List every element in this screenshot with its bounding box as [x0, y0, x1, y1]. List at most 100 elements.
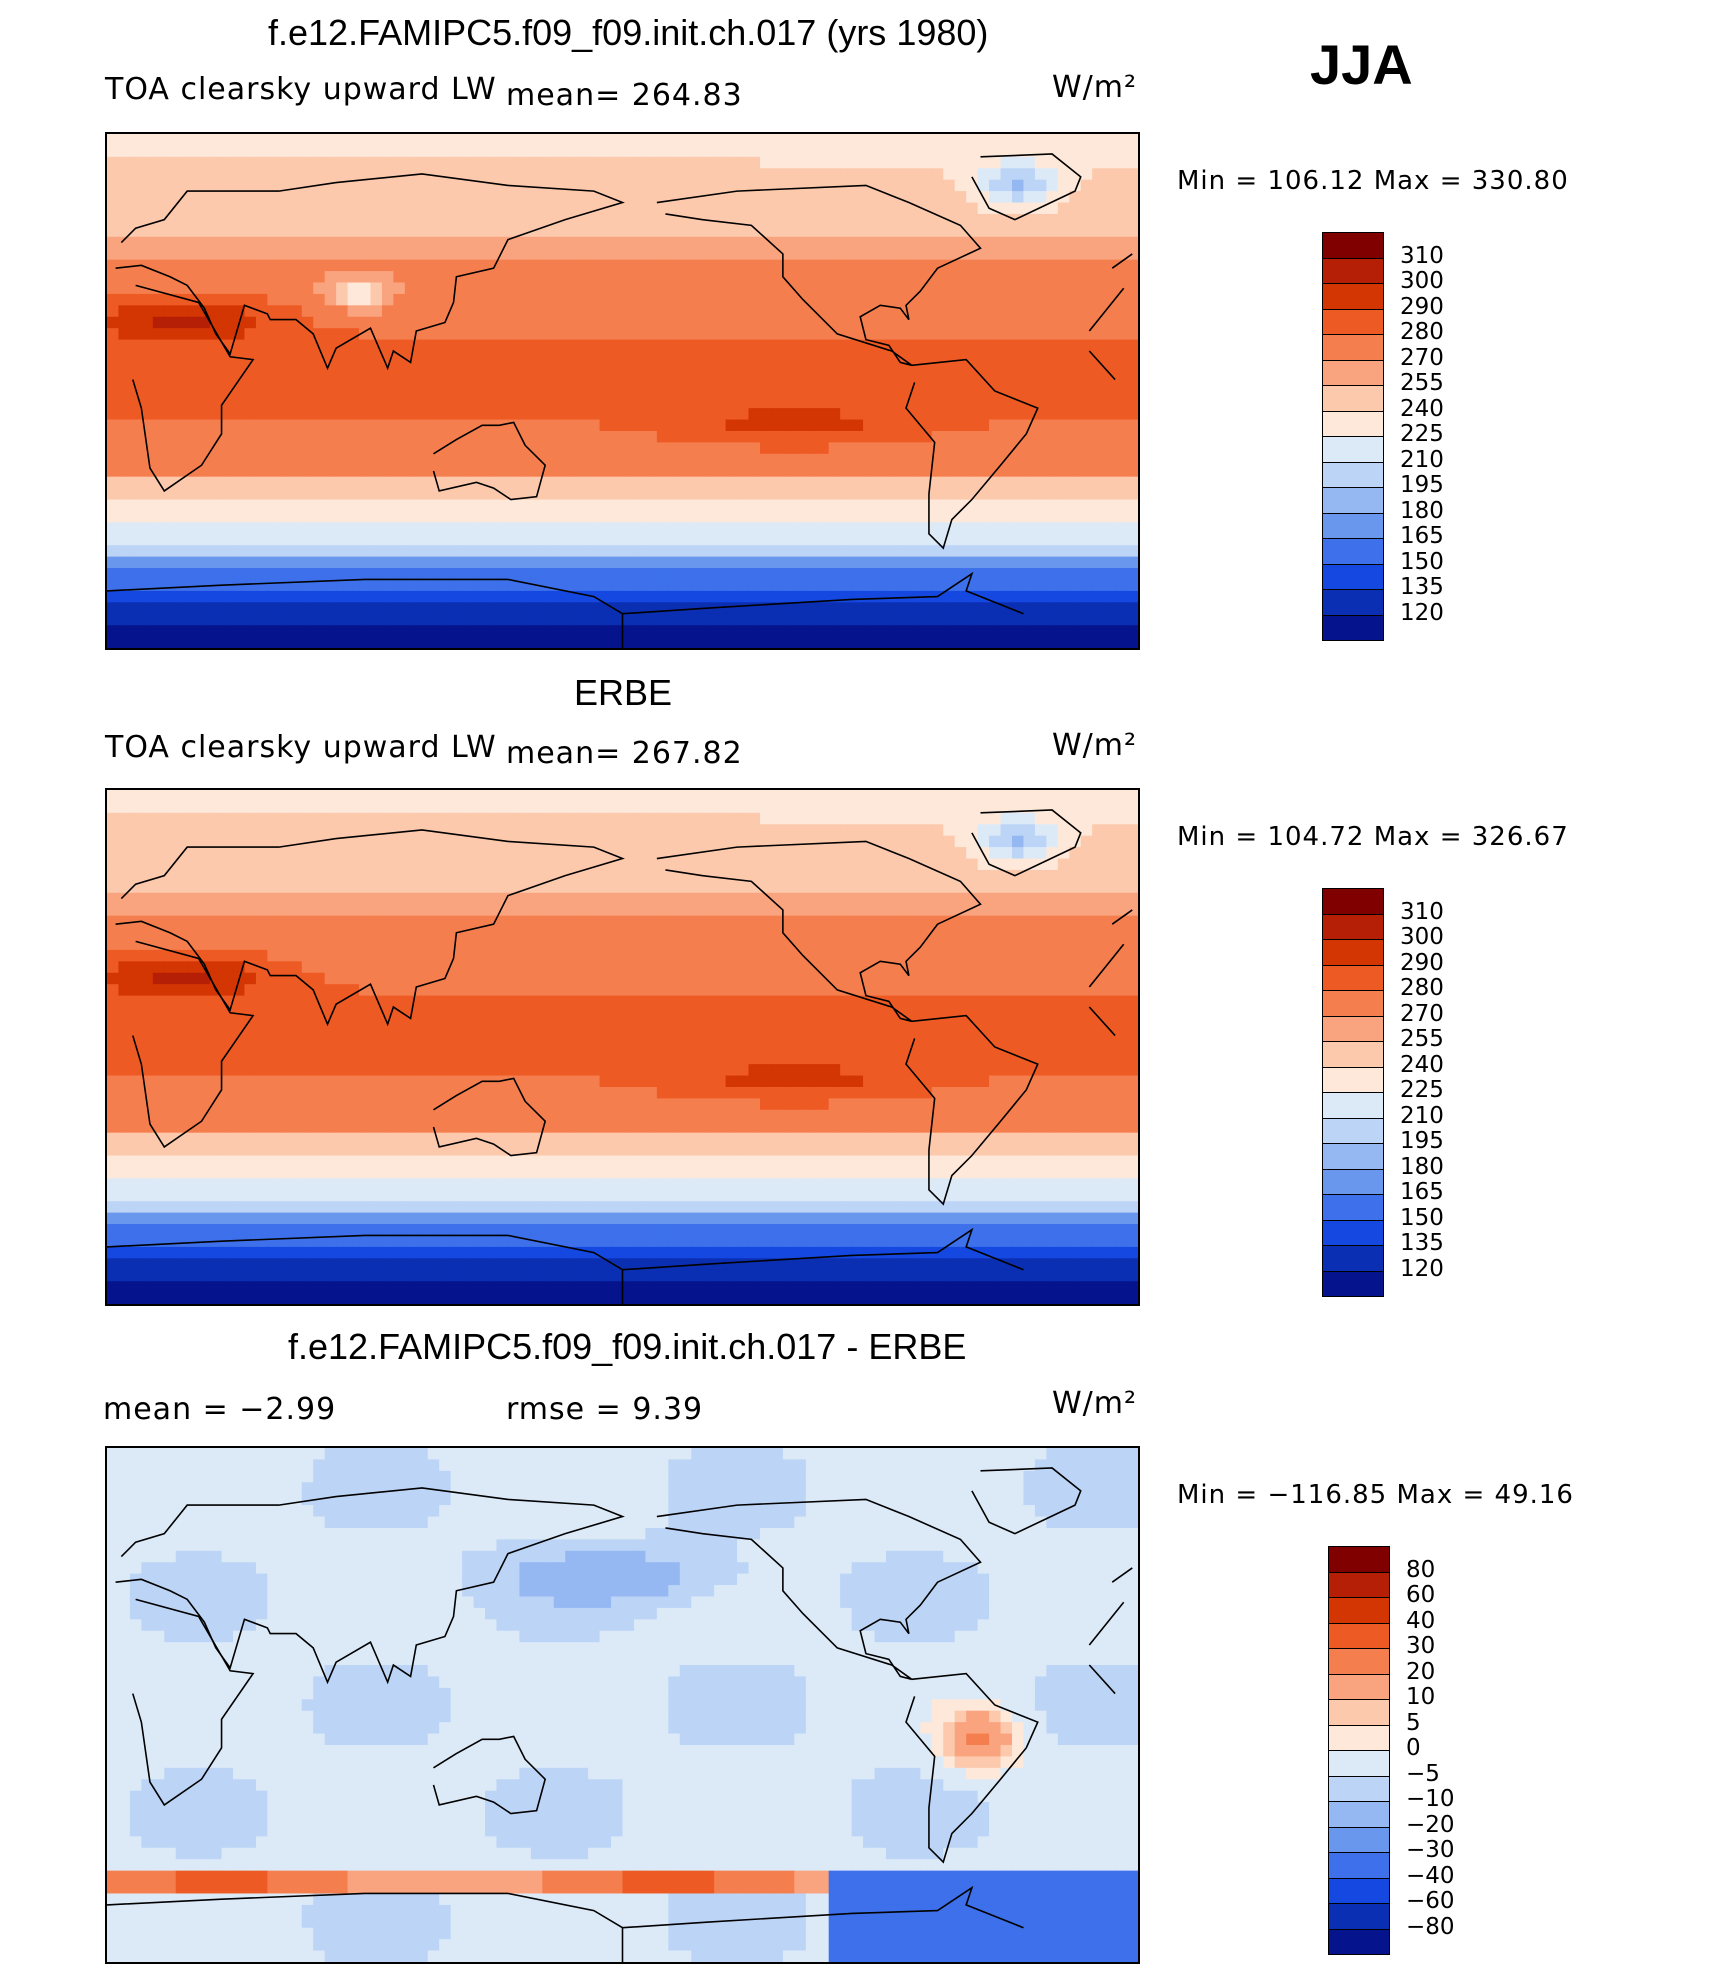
colorbar-swatch [1328, 1928, 1390, 1955]
colorbar-swatch [1322, 1066, 1384, 1093]
colorbar-swatch [1322, 614, 1384, 641]
colorbar-tick-label: 135 [1400, 574, 1444, 600]
colorbar-tick-label: 30 [1406, 1633, 1436, 1659]
colorbar-tick-label: 210 [1400, 1102, 1444, 1129]
coastline [432, 1735, 547, 1815]
coastline [656, 184, 982, 367]
colorbar-tick-label: −60 [1406, 1888, 1455, 1914]
coastline [656, 840, 982, 1023]
colorbar-tick-label: 60 [1406, 1582, 1436, 1608]
coastline [115, 173, 625, 371]
colorbar-swatch [1322, 913, 1384, 940]
panel-diff-minmax: Min = −116.85 Max = 49.16 [1177, 1480, 1574, 1510]
colorbar-swatch [1322, 512, 1384, 539]
coastline [107, 578, 624, 648]
colorbar-swatch [1322, 538, 1384, 565]
colorbar-tick-label: 180 [1400, 497, 1444, 524]
colorbar-tick-label: 270 [1400, 344, 1444, 371]
panel-model-minmax: Min = 106.12 Max = 330.80 [1177, 166, 1569, 196]
colorbar-swatch [1328, 1826, 1390, 1853]
panel-diff-rmse: rmse = 9.39 [506, 1392, 704, 1427]
colorbar-swatch [1328, 1750, 1390, 1777]
colorbar-tick-label: −20 [1406, 1811, 1455, 1838]
colorbar-swatch [1322, 308, 1384, 335]
colorbar-tick-label: 255 [1400, 1026, 1444, 1052]
colorbar-swatch [1322, 1015, 1384, 1042]
colorbar-swatch [1328, 1648, 1390, 1675]
colorbar-swatch [1328, 1801, 1390, 1828]
panel-diff-units: W/m² [1052, 1386, 1138, 1421]
colorbar-tick-label: 270 [1400, 1000, 1444, 1027]
colorbar-swatch [1328, 1622, 1390, 1649]
colorbar-swatch [1322, 232, 1384, 259]
colorbar-tick-label: −40 [1406, 1862, 1455, 1889]
coastline [107, 1234, 624, 1304]
colorbar-swatch [1328, 1775, 1390, 1802]
map-diff [105, 1446, 1140, 1964]
colorbar-tick-label: 80 [1406, 1556, 1436, 1583]
colorbar-tick-label: 5 [1406, 1709, 1421, 1736]
colorbar-swatch [1328, 1852, 1390, 1879]
colorbar-swatch [1322, 1041, 1384, 1068]
colorbar-tick-label: 240 [1400, 1051, 1444, 1078]
colorbar-tick-label: 225 [1400, 1077, 1444, 1103]
colorbar-swatch [1322, 334, 1384, 361]
coastline [971, 809, 1082, 877]
coastline [622, 571, 1024, 615]
colorbar-tick-label: 195 [1400, 1128, 1444, 1154]
colorbar-tick-label: 310 [1400, 242, 1444, 269]
colorbar-swatch [1322, 939, 1384, 966]
colorbar-swatch [1322, 436, 1384, 463]
coastline [1088, 1006, 1116, 1037]
colorbar-tick-label: 195 [1400, 472, 1444, 498]
colorbar-tick-label: 120 [1400, 599, 1444, 626]
colorbar-tick-label: 290 [1400, 949, 1444, 976]
season-label: JJA [1310, 33, 1413, 96]
colorbar-swatch [1322, 964, 1384, 991]
colorbar-swatch [1328, 1877, 1390, 1904]
colorbar-swatch [1322, 589, 1384, 616]
coastline [1088, 1601, 1125, 1646]
colorbar-tick-label: 300 [1400, 268, 1444, 294]
coastline [1111, 1567, 1133, 1583]
panel-model-mean: mean= 264.83 [506, 78, 743, 113]
panel-diff-title: f.e12.FAMIPC5.f09_f09.init.ch.017 - ERBE [288, 1326, 967, 1367]
colorbar-swatch [1322, 1168, 1384, 1195]
colorbar-tick-label: 255 [1400, 370, 1444, 396]
colorbar-tick-label: 135 [1400, 1230, 1444, 1256]
coastline [1111, 253, 1133, 269]
coastline [1088, 943, 1125, 988]
colorbar-tick-label: −5 [1406, 1760, 1440, 1787]
colorbar-swatch [1322, 1219, 1384, 1246]
colorbar-obs: 310 300 290 280 270 255 240 225 210 195 180 165 150 1… [1322, 888, 1472, 1297]
coastline [1088, 287, 1125, 332]
colorbar-swatch [1328, 1571, 1390, 1598]
colorbar-tick-label: −30 [1406, 1837, 1455, 1863]
colorbar-swatch [1322, 410, 1384, 437]
colorbar-swatch [1322, 1143, 1384, 1170]
colorbar-tick-label: 150 [1400, 1204, 1444, 1231]
colorbar-swatch [1322, 990, 1384, 1017]
panel-model-variable: TOA clearsky upward LW [105, 72, 497, 107]
colorbar-tick-label: 225 [1400, 421, 1444, 447]
colorbar-tick-label: 165 [1400, 523, 1444, 549]
colorbar-tick-label: 40 [1406, 1607, 1436, 1634]
panel-obs-title: ERBE [574, 672, 673, 713]
map-field-obs [107, 790, 1138, 1304]
coastline [905, 358, 1039, 550]
colorbar-swatch [1328, 1597, 1390, 1624]
colorbar-tick-label: 180 [1400, 1153, 1444, 1180]
coastline [432, 421, 547, 501]
colorbar-swatch [1322, 1117, 1384, 1144]
coastline [115, 829, 625, 1027]
colorbar-swatch [1328, 1903, 1390, 1930]
coastline [905, 1014, 1039, 1206]
coastline [107, 1892, 624, 1962]
map-field-diff [107, 1448, 1138, 1962]
coastline [1111, 909, 1133, 925]
colorbar-swatch [1322, 385, 1384, 412]
colorbar-tick-label: 280 [1400, 319, 1444, 345]
colorbar-swatch [1322, 1245, 1384, 1272]
colorbar-swatch [1322, 1270, 1384, 1297]
colorbar-tick-label: 10 [1406, 1684, 1436, 1710]
